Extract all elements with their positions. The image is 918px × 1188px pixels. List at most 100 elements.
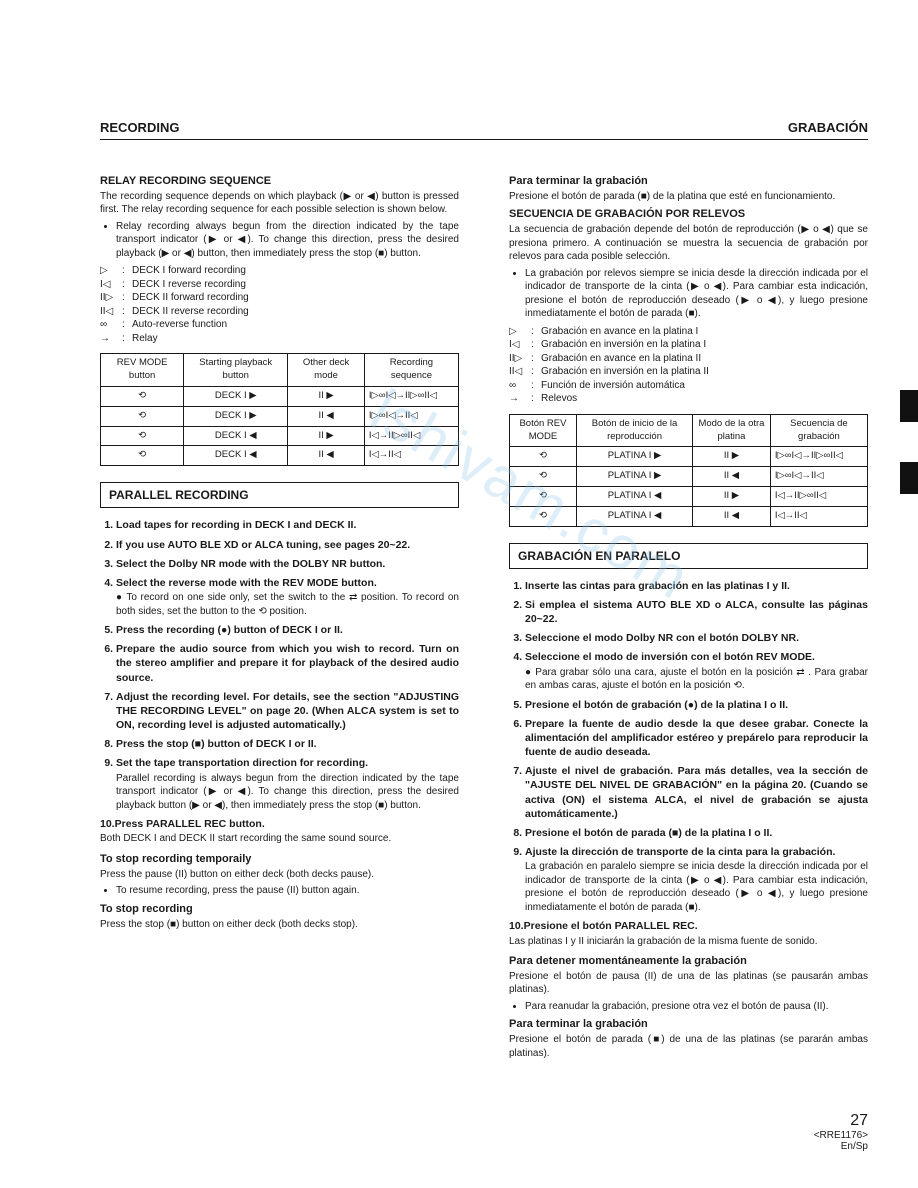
step-item: Press the recording (●) button of DECK I… [116, 623, 459, 637]
table-cell: ⟲ [101, 386, 184, 406]
legend-row: I◁:Grabación en inversión en la platina … [509, 338, 868, 352]
table-cell: ⟲ [101, 406, 184, 426]
legend-symbol: II▷ [509, 352, 531, 366]
legend-row: →:Relay [100, 332, 459, 346]
table-cell: II ◀ [288, 406, 365, 426]
legend-colon: : [122, 291, 132, 305]
table-cell: II ▶ [288, 426, 365, 446]
table-header: REV MODE button [101, 354, 184, 387]
step-body: Parallel recording is always begun from … [116, 772, 459, 813]
legend-row: II▷:DECK II forward recording [100, 291, 459, 305]
legend-row: II◁:DECK II reverse recording [100, 305, 459, 319]
table-cell: I◁→II▷∞II◁ [364, 426, 458, 446]
heading: Para terminar la grabación [509, 1017, 868, 1032]
table-cell: II ◀ [288, 446, 365, 466]
table-cell: DECK I ◀ [184, 446, 288, 466]
step-item: Presione el botón de grabación (●) de la… [525, 698, 868, 712]
table-row: ⟲DECK I ▶II ◀I▷∞I◁→II◁ [101, 406, 459, 426]
legend-colon: : [122, 264, 132, 278]
page-number: 27 [814, 1112, 868, 1130]
step-item: Prepare the audio source from which you … [116, 642, 459, 685]
list-item: Relay recording always begun from the di… [116, 220, 459, 261]
legend-colon: : [531, 352, 541, 366]
table-cell: ⟲ [510, 486, 577, 506]
table-row: ⟲PLATINA I ▶II ▶I▷∞I◁→II▷∞II◁ [510, 447, 868, 467]
legend-symbol: ▷ [509, 325, 531, 339]
legend-symbol: ▷ [100, 264, 122, 278]
list-item: Para reanudar la grabación, presione otr… [525, 1000, 868, 1014]
table-row: ⟲DECK I ▶II ▶I▷∞I◁→II▷∞II◁ [101, 386, 459, 406]
table-header: Starting playback button [184, 354, 288, 387]
step-item: Press the stop (■) button of DECK I or I… [116, 737, 459, 751]
table-cell: DECK I ▶ [184, 406, 288, 426]
paragraph: Press the stop (■) button on either deck… [100, 918, 459, 932]
table-cell: DECK I ▶ [184, 386, 288, 406]
steps-list: Load tapes for recording in DECK I and D… [100, 518, 459, 845]
table-header: Botón REV MODE [510, 414, 577, 447]
step-item: Si emplea el sistema AUTO BLE XD o ALCA,… [525, 598, 868, 626]
legend-row: II◁:Grabación en inversión en la platina… [509, 365, 868, 379]
legend-text: Relevos [541, 392, 577, 406]
legend-symbol: → [509, 392, 531, 406]
legend-symbol: → [100, 332, 122, 346]
table-cell: I▷∞I◁→II▷∞II◁ [364, 386, 458, 406]
step-body: ● To record on one side only, set the sw… [116, 591, 459, 618]
table-header: Recording sequence [364, 354, 458, 387]
paragraph: Presione el botón de parada (■) de una d… [509, 1033, 868, 1060]
heading: SECUENCIA DE GRABACIÓN POR RELEVOS [509, 207, 868, 222]
tab-marker [900, 462, 918, 494]
sequence-table: REV MODE buttonStarting playback buttonO… [100, 353, 459, 466]
heading: Para terminar la grabación [509, 174, 868, 189]
legend-text: DECK II reverse recording [132, 305, 249, 319]
legend-text: Auto-reverse function [132, 318, 227, 332]
tab-marker [900, 390, 918, 422]
table-cell: II ▶ [288, 386, 365, 406]
legend-text: Relay [132, 332, 158, 346]
legend-colon: : [122, 318, 132, 332]
legend-row: I◁:DECK I reverse recording [100, 278, 459, 292]
left-column: RELAY RECORDING SEQUENCE The recording s… [100, 170, 459, 1063]
legend-row: ∞:Función de inversión automática [509, 379, 868, 393]
table-cell: ⟲ [510, 467, 577, 487]
footer: 27 <RRE1176> En/Sp [814, 1112, 868, 1152]
legend-colon: : [531, 325, 541, 339]
table-row: ⟲PLATINA I ◀II ▶I◁→II▷∞II◁ [510, 486, 868, 506]
table-cell: II ◀ [693, 467, 771, 487]
table-cell: PLATINA I ▶ [576, 467, 692, 487]
steps-list: Inserte las cintas para grabación en las… [509, 579, 868, 948]
bullet-list: Para reanudar la grabación, presione otr… [509, 1000, 868, 1014]
side-tabs [900, 390, 918, 534]
footer-lang: En/Sp [814, 1141, 868, 1152]
table-cell: ⟲ [510, 506, 577, 526]
page-header: RECORDING GRABACIÓN [100, 120, 868, 140]
legend-row: →:Relevos [509, 392, 868, 406]
step-body: Las platinas I y II iniciarán la grabaci… [509, 935, 868, 949]
paragraph: Press the pause (II) button on either de… [100, 868, 459, 882]
paragraph: La secuencia de grabación depende del bo… [509, 223, 868, 264]
bullet-list: Relay recording always begun from the di… [100, 220, 459, 261]
table-row: ⟲DECK I ◀II ▶I◁→II▷∞II◁ [101, 426, 459, 446]
header-left: RECORDING [100, 120, 179, 135]
legend-text: Función de inversión automática [541, 379, 685, 393]
legend-text: Grabación en avance en la platina I [541, 325, 698, 339]
legend-colon: : [531, 379, 541, 393]
table-header: Other deck mode [288, 354, 365, 387]
table-cell: PLATINA I ◀ [576, 486, 692, 506]
table-row: ⟲PLATINA I ▶II ◀I▷∞I◁→II◁ [510, 467, 868, 487]
step-item: Ajuste el nivel de grabación. Para más d… [525, 764, 868, 821]
table-cell: I◁→II◁ [770, 506, 867, 526]
legend-symbol: I◁ [100, 278, 122, 292]
step-item: Select the Dolby NR mode with the DOLBY … [116, 557, 459, 571]
step-item: If you use AUTO BLE XD or ALCA tuning, s… [116, 538, 459, 552]
step-item: Prepare la fuente de audio desde la que … [525, 717, 868, 760]
table-cell: ⟲ [101, 426, 184, 446]
step-item: Inserte las cintas para grabación en las… [525, 579, 868, 593]
step-item: Select the reverse mode with the REV MOD… [116, 576, 459, 618]
table-cell: I▷∞I◁→II◁ [364, 406, 458, 426]
step-item: 10.Press PARALLEL REC button.Both DECK I… [100, 817, 459, 846]
table-cell: II ▶ [693, 486, 771, 506]
list-item: To resume recording, press the pause (II… [116, 884, 459, 898]
columns: RELAY RECORDING SEQUENCE The recording s… [100, 170, 868, 1063]
section-box: PARALLEL RECORDING [100, 482, 459, 508]
step-item: Presione el botón de parada (■) de la pl… [525, 826, 868, 840]
